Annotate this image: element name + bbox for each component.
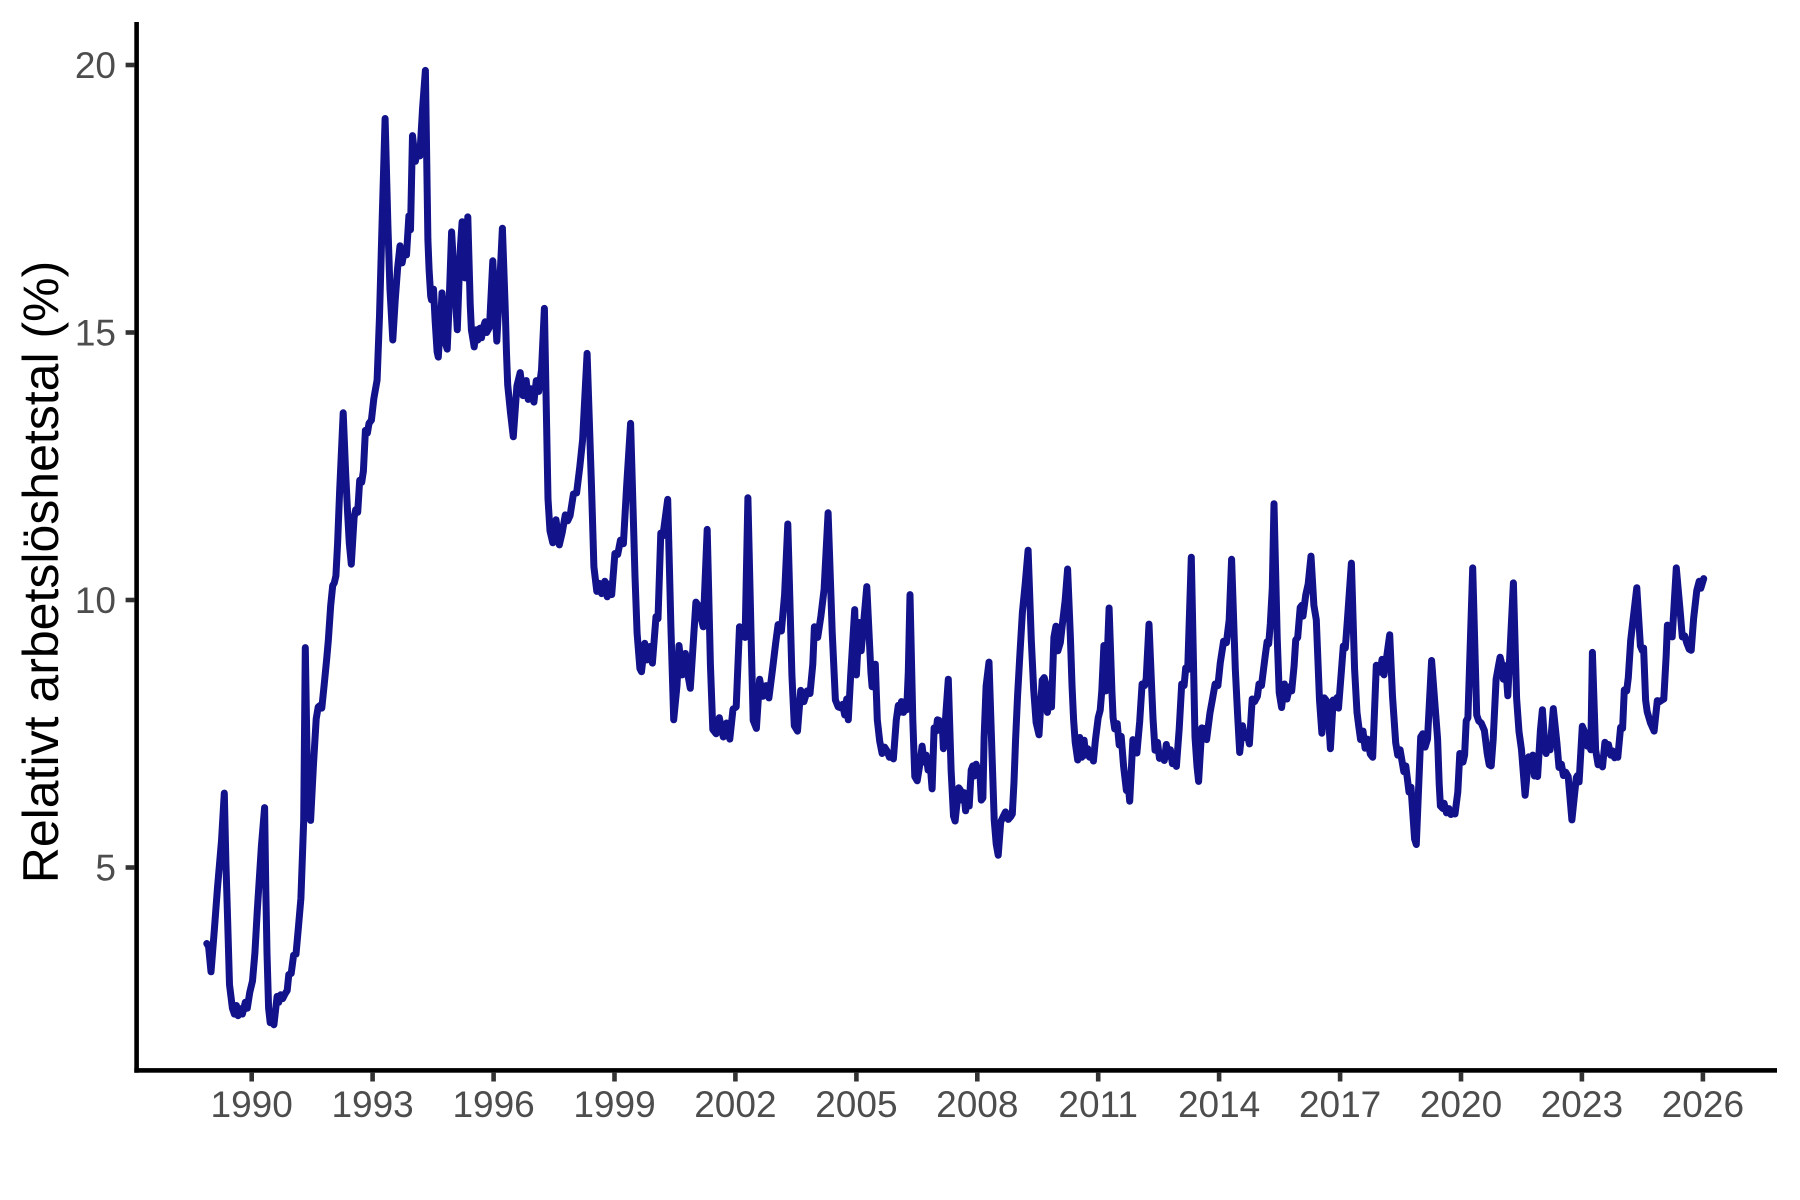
svg-text:5: 5 bbox=[95, 848, 116, 889]
svg-text:2026: 2026 bbox=[1662, 1084, 1744, 1125]
svg-text:2023: 2023 bbox=[1541, 1084, 1623, 1125]
svg-text:2017: 2017 bbox=[1299, 1084, 1381, 1125]
svg-text:2008: 2008 bbox=[936, 1084, 1018, 1125]
svg-text:15: 15 bbox=[75, 313, 116, 354]
svg-text:2002: 2002 bbox=[694, 1084, 776, 1125]
svg-text:10: 10 bbox=[75, 580, 116, 621]
svg-text:1999: 1999 bbox=[573, 1084, 655, 1125]
svg-text:1993: 1993 bbox=[331, 1084, 413, 1125]
svg-text:1990: 1990 bbox=[211, 1084, 293, 1125]
svg-text:1996: 1996 bbox=[452, 1084, 534, 1125]
svg-text:2020: 2020 bbox=[1420, 1084, 1502, 1125]
svg-text:20: 20 bbox=[75, 45, 116, 86]
svg-text:2005: 2005 bbox=[815, 1084, 897, 1125]
svg-text:2014: 2014 bbox=[1178, 1084, 1260, 1125]
svg-text:Relativt arbetslöshetstal (%): Relativt arbetslöshetstal (%) bbox=[13, 261, 69, 883]
svg-text:2011: 2011 bbox=[1058, 1084, 1138, 1125]
